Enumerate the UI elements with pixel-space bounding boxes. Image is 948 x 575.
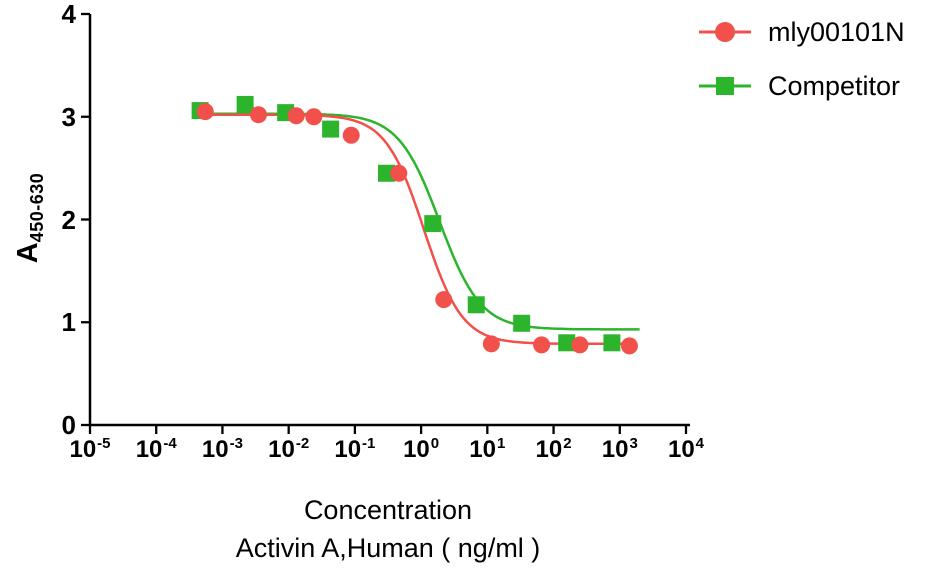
- data-point-Competitor: [236, 95, 254, 113]
- x-tick-label: 10-1: [334, 435, 376, 463]
- x-tick-label: 103: [601, 435, 638, 463]
- y-tick-label: 4: [61, 0, 76, 29]
- data-point-mly00101N: [342, 126, 360, 144]
- data-point-mly00101N: [305, 108, 323, 126]
- x-axis-title-line1: Concentration: [303, 495, 473, 525]
- legend: mly00101N Competitor: [696, 16, 905, 126]
- x-axis-title: Concentration Activin A,Human ( ng/ml ): [236, 492, 541, 568]
- legend-item-mly00101N: mly00101N: [696, 16, 905, 47]
- data-point-mly00101N: [196, 103, 214, 121]
- x-tick-label: 102: [535, 435, 572, 463]
- data-point-Competitor: [424, 215, 442, 233]
- x-tick-label: 101: [469, 435, 506, 463]
- legend-item-competitor: Competitor: [696, 70, 905, 101]
- data-point-mly00101N: [482, 335, 500, 353]
- x-tick-label: 100: [403, 435, 440, 463]
- data-point-Competitor: [322, 120, 340, 138]
- data-point-Competitor: [467, 296, 485, 314]
- data-point-Competitor: [603, 334, 621, 352]
- x-tick-label: 104: [667, 435, 705, 463]
- data-point-mly00101N: [287, 107, 305, 125]
- y-tick-label: 3: [61, 101, 76, 132]
- legend-label-competitor: Competitor: [768, 70, 901, 101]
- y-tick-label: 1: [61, 307, 76, 338]
- x-axis-title-line2: Activin A,Human ( ng/ml ): [235, 532, 541, 563]
- legend-square-marker-icon: [699, 77, 751, 95]
- data-point-Competitor: [377, 164, 395, 182]
- data-point-mly00101N: [249, 106, 267, 124]
- x-tick-label: 10-4: [135, 435, 177, 463]
- data-point-mly00101N: [435, 291, 453, 309]
- x-tick-label: 10-2: [268, 435, 310, 463]
- data-point-mly00101N: [533, 336, 551, 354]
- legend-label-mly00101N: mly00101N: [768, 16, 905, 47]
- data-point-mly00101N: [571, 336, 589, 354]
- y-tick-label: 0: [61, 410, 76, 440]
- data-point-Competitor: [558, 334, 576, 352]
- data-point-Competitor: [513, 314, 531, 332]
- x-tick-label: 10-5: [69, 435, 111, 463]
- data-point-mly00101N: [620, 337, 638, 355]
- x-tick-label: 10-3: [201, 435, 243, 463]
- legend-circle-marker-icon: [699, 22, 751, 42]
- y-axis-title-main: A: [12, 242, 44, 264]
- data-point-mly00101N: [390, 164, 408, 182]
- fit-curve-Competitor: [197, 112, 640, 331]
- y-tick-label: 2: [61, 204, 76, 235]
- fit-curve-mly00101N: [202, 113, 633, 346]
